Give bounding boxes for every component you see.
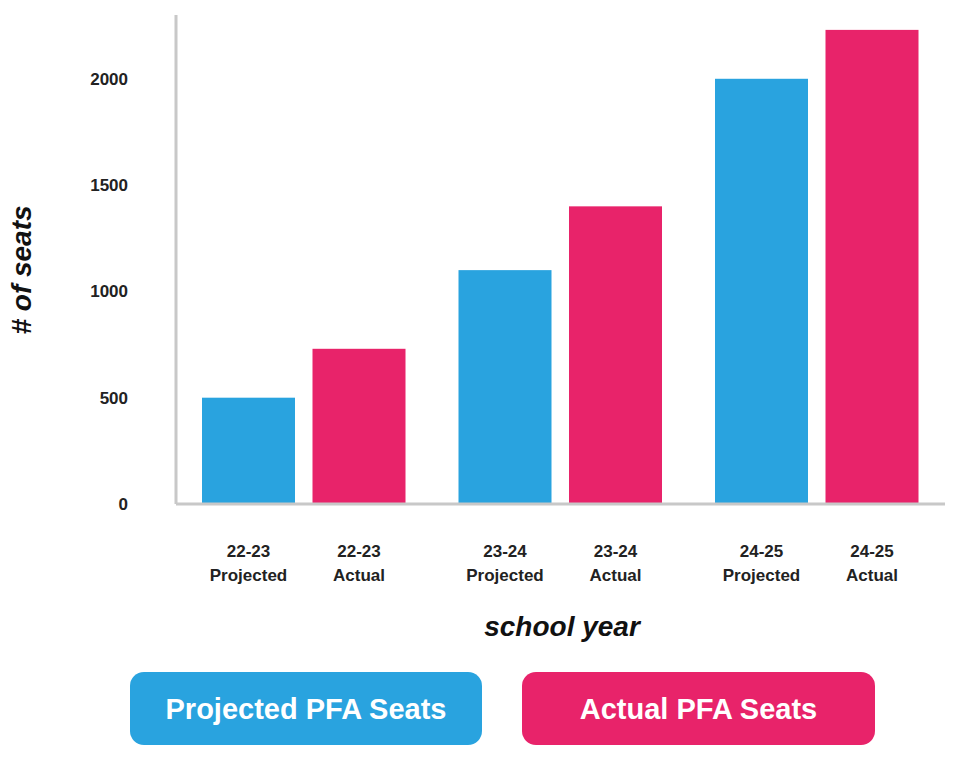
x-tick-label-line: 22-23 (337, 542, 380, 561)
y-tick-label: 0 (119, 495, 128, 514)
x-tick-label: 23-24 Actual (590, 542, 642, 585)
x-tick-label: 23-24 Projected (466, 542, 543, 585)
y-axis-title: # of seats (6, 205, 37, 334)
x-tick-label-line: Projected (466, 566, 543, 585)
x-axis-title: school year (484, 611, 642, 642)
x-tick-label-line: Actual (590, 566, 642, 585)
legend-label: Actual PFA Seats (580, 693, 817, 725)
bar (826, 30, 919, 504)
x-tick-label-line: 24-25 (740, 542, 783, 561)
y-tick-label: 1500 (90, 176, 128, 195)
x-tick-label-line: 22-23 (227, 542, 270, 561)
bar (313, 349, 406, 504)
chart-svg: 0 500 1000 1500 2000 22-23 Projected 22-23 Actua… (0, 0, 960, 768)
x-tick-label-line: Projected (210, 566, 287, 585)
x-tick-label-line: 23-24 (483, 542, 527, 561)
x-tick-label-line: 23-24 (594, 542, 638, 561)
chart-root: 0 500 1000 1500 2000 22-23 Projected 22-23 Actua… (0, 0, 960, 768)
legend-swatch (522, 672, 875, 745)
y-tick-label: 2000 (90, 70, 128, 89)
legend-swatch (130, 672, 482, 745)
x-tick-label: 22-23 Actual (333, 542, 385, 585)
legend-label: Projected PFA Seats (166, 693, 447, 725)
x-tick-label-line: Actual (846, 566, 898, 585)
x-axis-line (176, 503, 945, 506)
y-tick-label: 500 (100, 389, 128, 408)
x-tick-label: 24-25 Actual (846, 542, 898, 585)
x-tick-label-line: Projected (723, 566, 800, 585)
x-tick-label: 22-23 Projected (210, 542, 287, 585)
x-tick-label-line: Actual (333, 566, 385, 585)
bar (459, 270, 552, 504)
y-tick-label: 1000 (90, 282, 128, 301)
x-tick-label: 24-25 Projected (723, 542, 800, 585)
y-axis-line (175, 15, 178, 504)
bar (202, 398, 295, 504)
bar (715, 79, 808, 504)
bar (569, 206, 662, 504)
x-tick-label-line: 24-25 (850, 542, 893, 561)
bars (202, 30, 919, 504)
